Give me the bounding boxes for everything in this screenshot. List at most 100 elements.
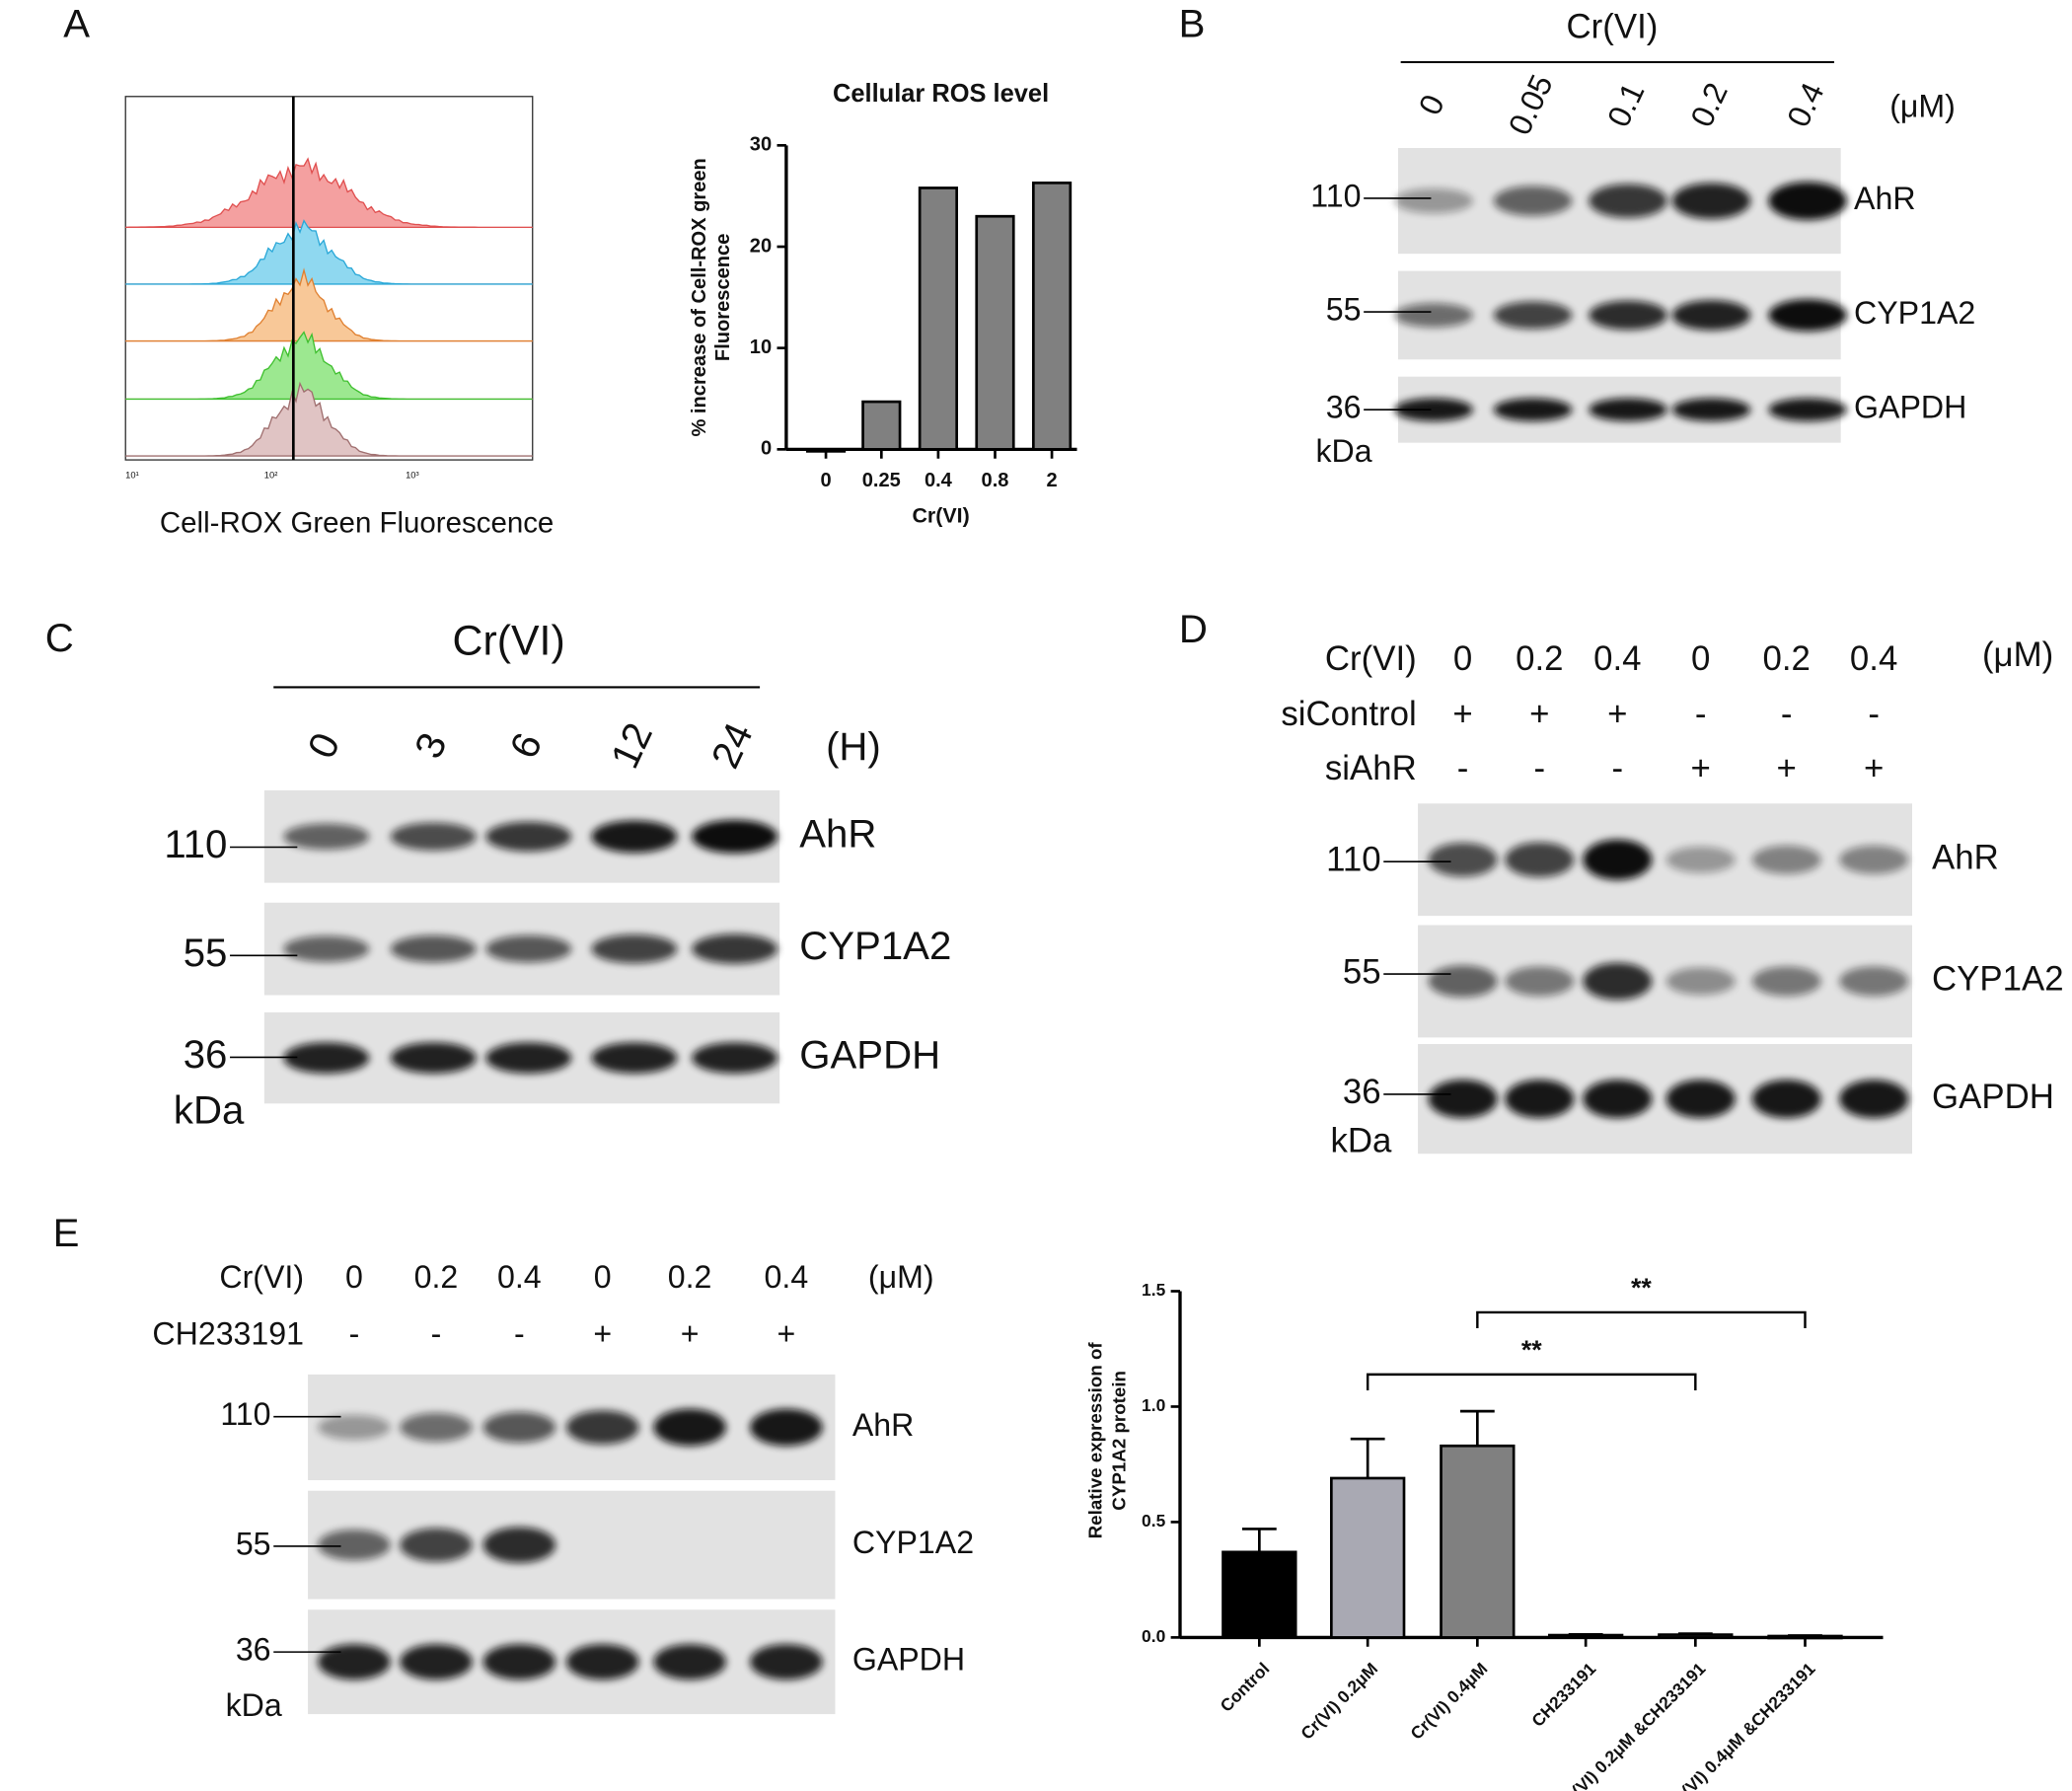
condition-value: - [1457,749,1469,787]
blot-band [653,1408,726,1447]
condition-value: 0.4 [765,1259,809,1295]
condition-value: + [681,1316,700,1352]
blot-band [390,1042,477,1074]
marker-label: 110 [220,1396,270,1432]
y-axis-label: CYP1A2 protein [1109,1371,1130,1511]
blot-band [1493,398,1573,421]
panel-letter: E [53,1211,80,1255]
blot-header: Cr(VI) [1567,8,1659,46]
blot-band [565,1644,639,1680]
protein-label: AhR [1932,838,1999,876]
blot-band [485,1042,572,1074]
blot-band [653,1644,726,1680]
error-bar [1459,1409,1495,1447]
blot-band [1768,299,1847,332]
marker-label: 36 [1343,1073,1381,1111]
blot-header: Cr(VI) [453,618,565,665]
condition-value: - [1612,749,1624,787]
blot-band [1394,398,1473,421]
marker-label: 55 [1343,952,1381,991]
condition-value: + [1452,695,1472,733]
blot-band [400,1412,473,1443]
condition-value: + [593,1316,612,1352]
bar [1330,1476,1406,1639]
condition-value: + [1864,749,1884,787]
chart-title: Cellular ROS level [833,80,1049,108]
blot-band [482,1411,556,1444]
blot-band [1583,1080,1653,1119]
blot-band [318,1644,391,1680]
marker-label: 55 [1326,292,1362,328]
y-tick-label: 0.5 [1142,1511,1166,1530]
blot-band [482,1644,556,1680]
y-axis-label: % increase of Cell-ROX green [689,158,710,436]
blot-band [1751,845,1821,874]
flow-histogram [125,267,533,342]
blot-band [1671,398,1751,421]
x-tick-label: 0.25 [862,470,901,491]
blot-band [1589,398,1667,421]
blot-band [1505,1080,1575,1119]
blot-band [1505,966,1575,997]
bar [1658,1633,1734,1639]
blot-band [1671,300,1751,331]
blot-band [1505,842,1575,877]
blot-band [1671,183,1751,219]
bar [1440,1444,1516,1639]
x-tick-label: Cr(VI) 0.4μM [1406,1659,1491,1744]
marker-label: 36 [1326,390,1362,425]
y-axis-label: Relative expression of [1085,1342,1106,1539]
y-tick-label: 20 [750,235,772,257]
flow-tick: 10³ [406,471,419,481]
lane-label: 6 [501,726,551,765]
condition-value: 0.2 [668,1259,712,1295]
x-tick-label: 2 [1046,470,1057,491]
blot-band [591,820,678,854]
blot-membrane [1418,925,1912,1038]
y-tick-label: 30 [750,134,772,156]
kda-label: kDa [1315,433,1371,469]
blot-band [1428,843,1498,877]
condition-value: 0.2 [414,1259,459,1295]
marker-label: 36 [236,1632,271,1668]
error-bar [1568,1633,1603,1636]
blot-band [283,1042,370,1074]
lane-label: 24 [703,716,762,776]
blot-band [390,822,477,851]
bar [1031,181,1073,451]
blot-band [283,935,370,962]
significance-bracket [1366,1373,1697,1390]
marker-label: 110 [1310,178,1361,213]
x-tick-label: 0 [820,470,831,491]
condition-value: - [514,1316,525,1352]
flow-tick: 10² [264,471,278,481]
blot-band [692,933,778,964]
blot-band [1428,1080,1498,1119]
blot-band [1493,186,1573,216]
blot-membrane [1418,1044,1912,1155]
flow-histogram [125,219,533,285]
condition-value: + [1607,695,1627,733]
protein-label: GAPDH [799,1033,940,1078]
marker-label: 55 [236,1526,271,1561]
bar [918,187,958,451]
kda-label: kDa [1331,1122,1393,1160]
blot-band [692,1042,778,1074]
bar [861,400,902,451]
protein-label: CYP1A2 [1854,295,1975,331]
condition-label: Cr(VI) [1325,639,1417,678]
error-bar [1677,1632,1713,1635]
protein-label: GAPDH [1854,390,1966,425]
condition-value: 0 [1453,639,1472,678]
x-tick-label: Cr(VI) 0.2μM [1296,1659,1381,1744]
blot-membrane [308,1490,836,1600]
marker-label: 36 [184,1032,228,1077]
blot-band [318,1530,391,1561]
bar [1221,1550,1297,1639]
flow-tick: 10¹ [125,471,139,481]
condition-value: 0 [345,1259,363,1295]
error-bar [1241,1528,1277,1552]
x-tick-label: CH233191 [1527,1659,1599,1731]
y-axis-label: Fluorescence [712,234,734,361]
